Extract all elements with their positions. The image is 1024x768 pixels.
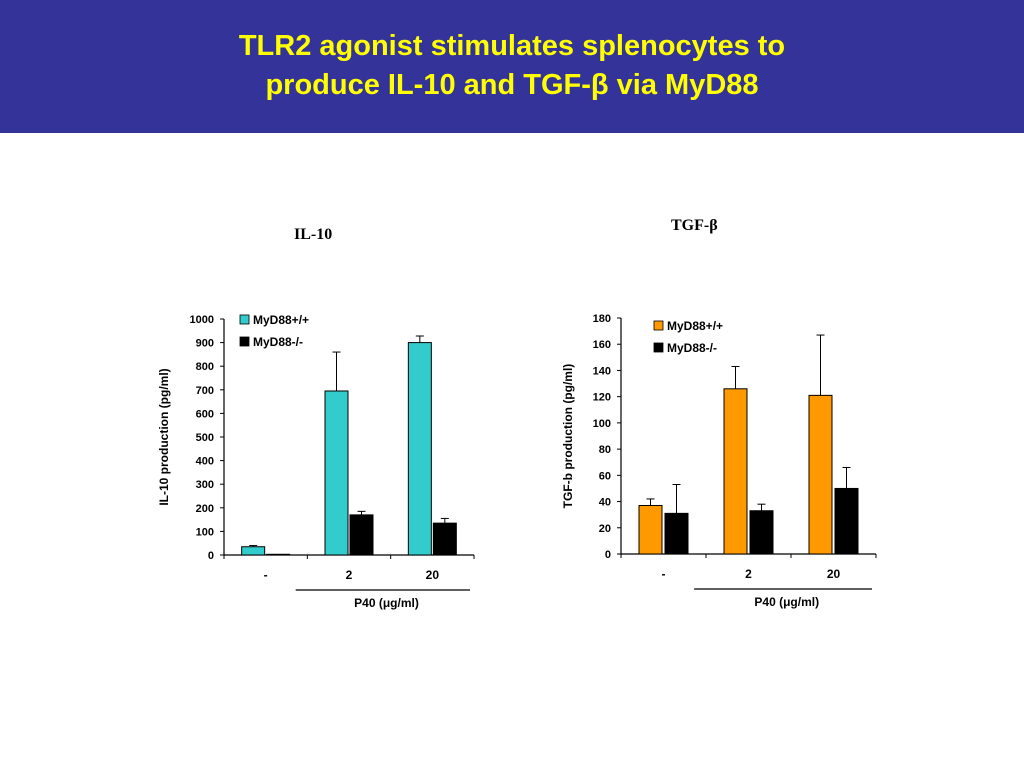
il10-bar-ko [266,553,291,556]
tgfb-y-tick-label: 0 [605,549,611,561]
tgfb-category-label: 2 [745,567,752,581]
il10-y-tick-label: 600 [196,408,214,420]
il10-category-label: 20 [426,568,440,582]
tgfb-y-tick-label: 20 [599,523,611,535]
tgfb-legend-swatch [653,342,664,353]
il10-y-tick-label: 700 [196,385,214,397]
tgfb-y-axis-title: TGF-b production (pg/ml) [561,364,575,509]
tgfb-bar-ko [749,510,774,555]
tgfb-legend-label: MyD88+/+ [667,319,723,333]
il10-legend-label: MyD88+/+ [253,313,309,327]
il10-y-axis-title: IL-10 production (pg/ml) [157,368,171,505]
tgfb-bar-ko [664,512,689,555]
il10-category-label: - [264,568,268,582]
il10-y-tick-label: 400 [196,456,214,468]
il10-x-axis-title: P40 (μg/ml) [354,596,419,610]
il10-y-tick-label: 100 [196,526,214,538]
il10-legend-swatch [239,314,250,325]
tgfb-y-tick-label: 140 [593,365,611,377]
il10-panel-label: IL-10 [294,226,333,243]
tgfb-y-tick-label: 60 [599,470,611,482]
il10-y-tick-label: 800 [196,361,214,373]
il10-y-tick-label: 500 [196,432,214,444]
slide-title-line-1: TLR2 agonist stimulates splenocytes to [238,30,786,62]
tgfb-legend-label: MyD88-/- [667,341,717,355]
tgfb-y-tick-label: 160 [593,339,611,351]
slide-title-line-2: produce IL-10 and TGF-β via MyD88 [265,69,759,101]
tgfb-bar-wt [808,394,833,555]
tgfb-bar-wt [723,388,748,555]
il10-legend-label: MyD88-/- [253,335,303,349]
il10-y-tick-label: 300 [196,479,214,491]
tgfb-legend-swatch [653,320,664,331]
tgfb-bar-ko [834,487,859,555]
il10-y-tick-label: 200 [196,503,214,515]
tgfb-y-tick-label: 100 [593,418,611,430]
il10-y-tick-label: 900 [196,338,214,350]
tgfb-panel-label: TGF-β [671,217,718,234]
il10-y-tick-label: 1000 [190,314,214,326]
tgfb-category-label: 20 [827,567,841,581]
tgfb-category-label: - [662,567,666,581]
tgfb-bar-wt [638,504,663,555]
il10-category-label: 2 [346,568,353,582]
tgfb-y-tick-label: 80 [599,444,611,456]
il10-y-tick-label: 0 [208,550,214,562]
tgfb-y-tick-label: 40 [599,497,611,509]
tgfb-y-tick-label: 180 [593,313,611,325]
tgfb-x-axis-title: P40 (μg/ml) [754,595,819,609]
title-banner: TLR2 agonist stimulates splenocytes to p… [0,0,1024,133]
il10-legend-swatch [239,336,250,347]
tgfb-y-tick-label: 120 [593,392,611,404]
